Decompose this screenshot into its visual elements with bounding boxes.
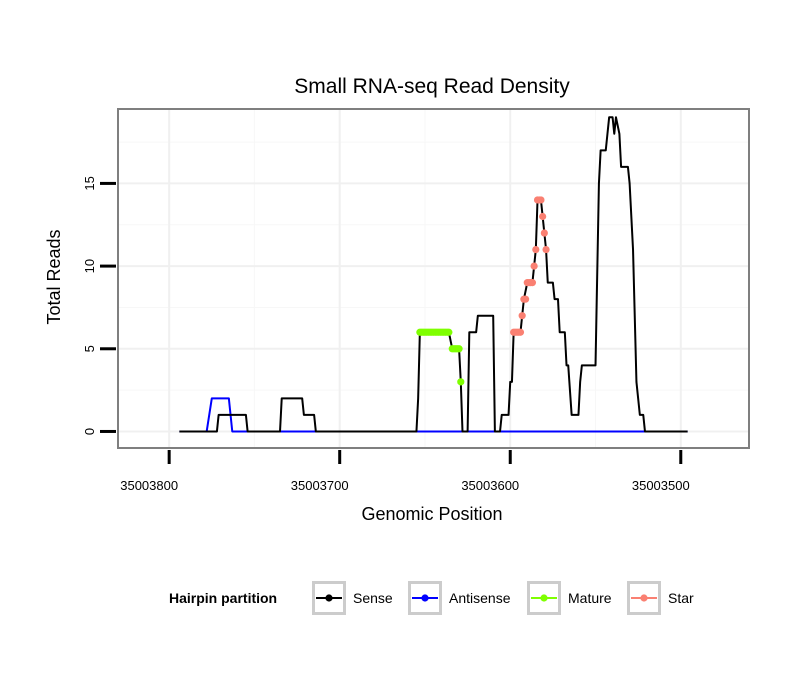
mature-series-point xyxy=(457,378,465,386)
x-tick-label: 35003700 xyxy=(291,478,349,493)
x-tick-label: 35003500 xyxy=(632,478,690,493)
star-series-point xyxy=(530,262,538,270)
legend-label-star: Star xyxy=(668,590,694,606)
star-series-point xyxy=(518,312,526,320)
star-series-point xyxy=(528,279,537,287)
y-axis-title: Total Reads xyxy=(44,229,64,324)
legend: Hairpin partition Sense Antisense Mature St… xyxy=(169,581,694,615)
legend-key-point-star xyxy=(640,594,648,602)
x-tick-label: 35003800 xyxy=(120,478,178,493)
legend-label-sense: Sense xyxy=(353,590,393,606)
legend-label-antisense: Antisense xyxy=(449,590,511,606)
mature-series-point xyxy=(455,345,463,353)
legend-key-point-mature xyxy=(540,594,548,602)
y-tick-label: 5 xyxy=(82,345,97,352)
star-series-point xyxy=(516,328,525,336)
star-series-point xyxy=(542,245,550,254)
star-series-point xyxy=(521,295,530,303)
legend-key-point-sense xyxy=(325,594,333,602)
legend-label-mature: Mature xyxy=(568,590,612,606)
star-series-point xyxy=(539,212,547,221)
chart-title: Small RNA-seq Read Density xyxy=(294,75,570,98)
star-series-point xyxy=(537,196,545,204)
legend-key-point-antisense xyxy=(421,594,429,602)
series-layer xyxy=(179,116,688,433)
plot-panel-background xyxy=(118,109,749,448)
axes: 35003800 35003700 35003600 35003500 0 5 10 15 xyxy=(82,176,690,493)
y-tick-label: 10 xyxy=(82,259,97,273)
mature-series-point xyxy=(445,328,453,336)
plot-panel-border xyxy=(117,108,750,449)
x-axis-title: Genomic Position xyxy=(361,504,502,524)
legend-title: Hairpin partition xyxy=(169,590,277,606)
x-tick-label: 35003600 xyxy=(461,478,519,493)
star-series-point xyxy=(532,245,540,254)
star-series-point xyxy=(540,229,548,237)
y-tick-label: 0 xyxy=(82,428,97,435)
y-tick-label: 15 xyxy=(82,176,97,190)
grid-lines xyxy=(118,109,749,448)
